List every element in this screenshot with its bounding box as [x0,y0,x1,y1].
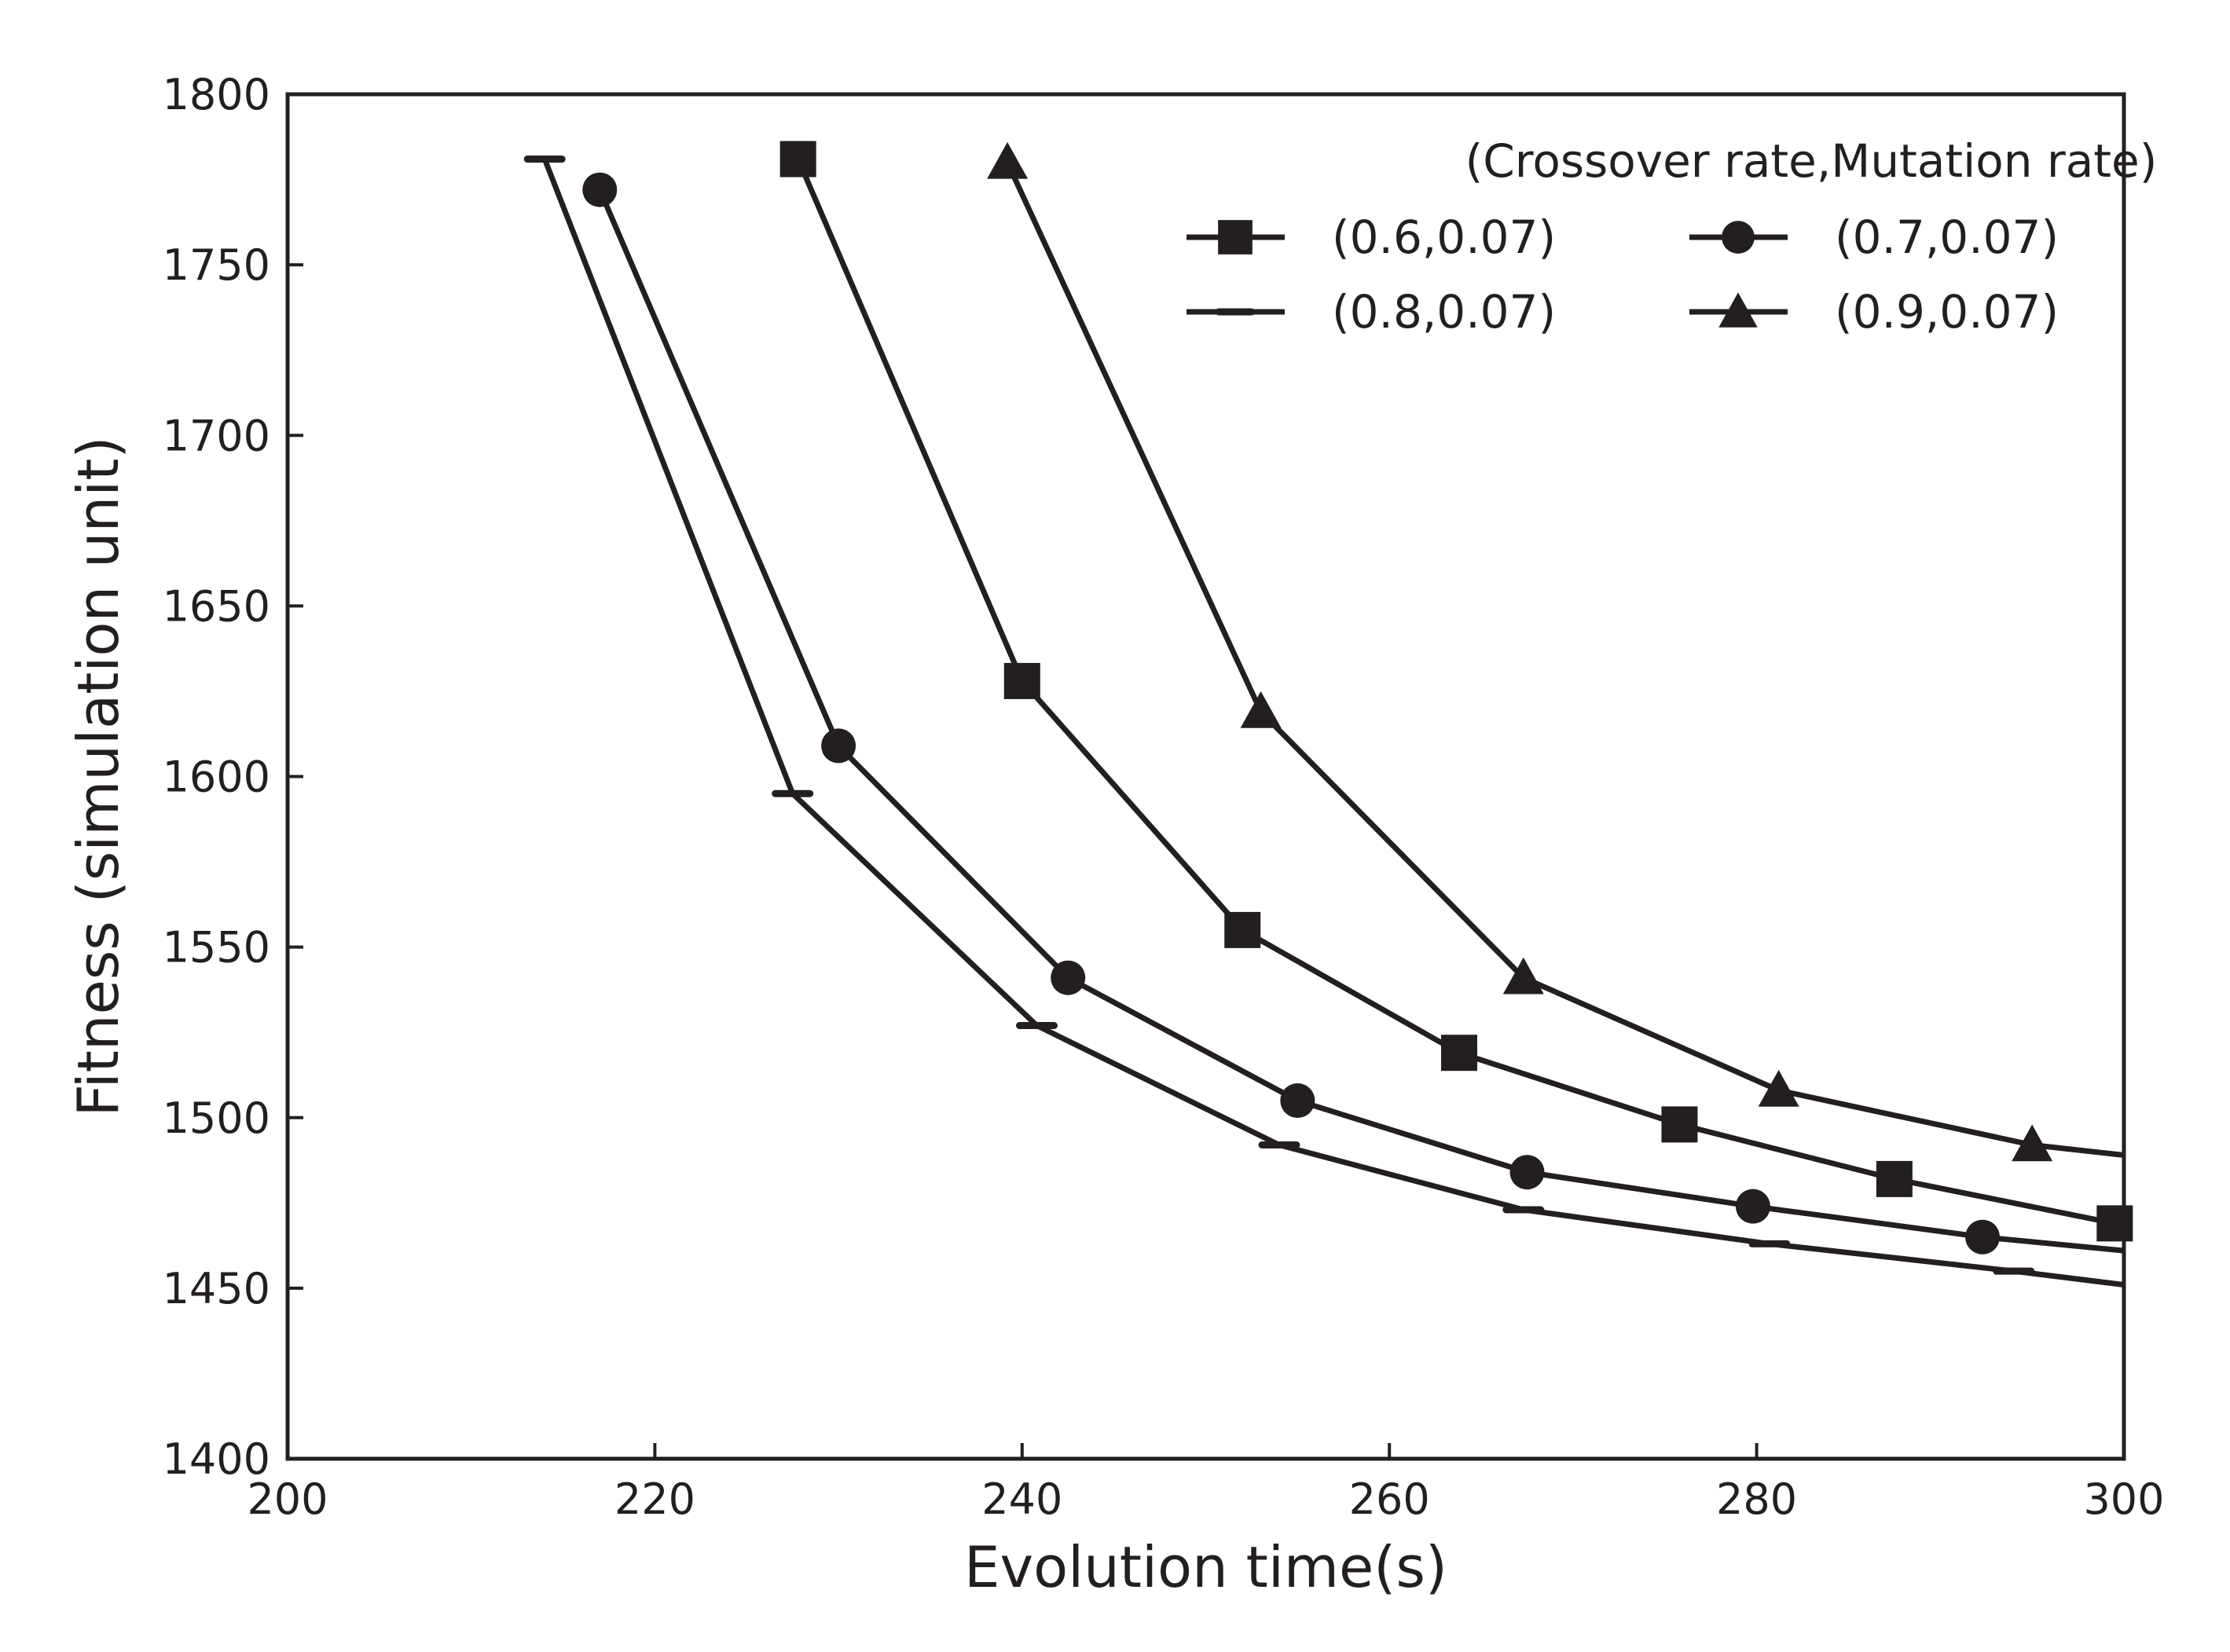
x-tick-label: 200 [247,1474,328,1524]
square-marker [1876,1160,1913,1197]
legend-label: (0.8,0.07) [1332,285,1556,339]
square-marker [1661,1106,1698,1143]
legend-entries: (0.6,0.07) (0.7,0.07) (0.8,0.07) (0.9,0.07) [1187,211,2059,339]
x-axis-title: Evolution time(s) [964,1534,1447,1600]
legend-entry: (0.6,0.07) [1187,211,1556,264]
y-tick-label: 1550 [163,923,270,973]
legend-label: (0.9,0.07) [1835,285,2059,339]
y-axis-title: Fitness (simulation unit) [65,436,131,1116]
legend-title: (Crossover rate,Mutation rate) [1465,134,2158,188]
triangle-marker [1718,292,1758,328]
y-tick-label: 1600 [163,753,270,802]
y-tick-label: 1400 [163,1434,270,1484]
triangle-marker [1502,957,1544,994]
legend: (Crossover rate,Mutation rate) (0.6,0.07… [1187,134,2157,339]
series-tick [523,156,2125,1288]
x-tick-label: 240 [981,1474,1062,1524]
legend-entry: (0.8,0.07) [1187,285,1556,339]
circle-marker [1965,1219,2001,1255]
circle-marker [821,728,856,764]
series-circle [582,172,2125,1255]
circle-marker [1735,1189,1770,1224]
y-tick-label: 1800 [163,70,270,119]
y-tick-label: 1700 [163,411,270,460]
series-square [779,141,2133,1242]
x-tick-label: 300 [2083,1474,2164,1524]
series-triangle [987,141,2125,1162]
triangle-marker [1240,690,1282,728]
legend-entry: (0.7,0.07) [1689,211,2059,264]
series-line [541,158,2125,1288]
series-line [597,189,2125,1254]
x-tick-label: 220 [614,1474,695,1524]
ticks-layer: 200 220 240 260 280 300 1400 1450 1500 1550 1600 16… [163,70,2165,1524]
square-marker [779,141,816,178]
circle-marker [582,172,618,207]
x-tick-label: 260 [1349,1474,1430,1524]
square-marker [1224,911,1261,948]
square-marker [1003,662,1040,699]
y-tick-label: 1650 [163,581,270,631]
legend-entry: (0.9,0.07) [1689,285,2059,339]
series-line [1004,161,2125,1158]
square-marker [1218,220,1253,255]
x-tick-label: 280 [1716,1474,1797,1524]
y-tick-label: 1450 [163,1264,270,1313]
triangle-marker [2012,1124,2053,1162]
triangle-marker [987,141,1029,179]
square-marker [2096,1205,2133,1242]
triangle-marker [1758,1070,1799,1107]
legend-label: (0.7,0.07) [1835,211,2059,264]
legend-label: (0.6,0.07) [1332,211,1556,264]
y-tick-label: 1500 [163,1093,270,1143]
series-layer [523,141,2133,1288]
y-tick-label: 1750 [163,240,270,290]
circle-marker [1722,221,1755,254]
circle-marker [1509,1155,1545,1190]
circle-marker [1051,960,1086,995]
circle-marker [1280,1083,1315,1119]
square-marker [1441,1035,1478,1071]
